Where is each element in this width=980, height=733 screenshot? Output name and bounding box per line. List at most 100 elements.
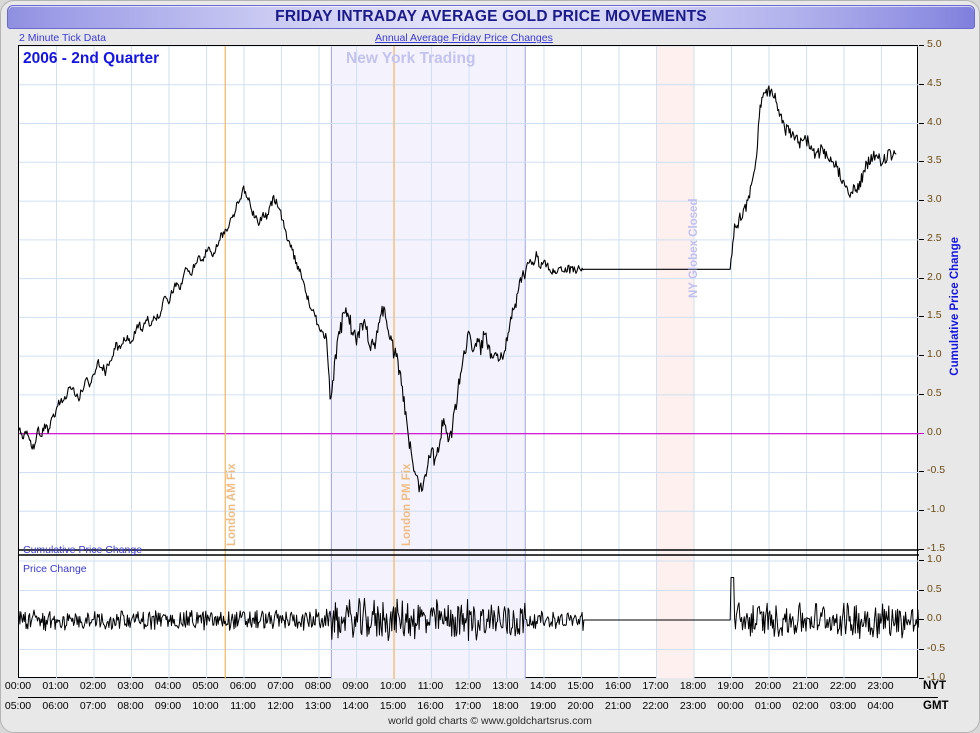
chart-svg (19, 46, 919, 679)
y-lower-0p0-tick (919, 619, 924, 620)
y-lower-neg1p0-tick (919, 678, 924, 679)
x-tick-gmt-20: 01:00 (754, 700, 782, 712)
x-tick-gmt-2: 07:00 (79, 700, 107, 712)
x-tick-nyt-7: 07:00 (267, 680, 294, 692)
x-tick-gmt-3: 08:00 (117, 700, 144, 712)
y-main-4p5-label: 4.5 (927, 76, 942, 89)
quarter-label: 2006 - 2nd Quarter (23, 50, 160, 67)
y-main-neg1p0-tick (919, 510, 924, 512)
x-tick-nyt-6: 06:00 (229, 680, 257, 692)
y-main-0p0-tick (919, 432, 924, 434)
y-lower-1p0-label: 1.0 (927, 553, 942, 565)
y-lower-neg0p5-tick (919, 648, 924, 650)
x-tick-gmt-23: 04:00 (867, 700, 894, 712)
y-main-neg1p0-label: -1.0 (927, 503, 946, 516)
y-main-neg0p5-label: -0.5 (927, 464, 946, 477)
x-tick-nyt-5: 05:00 (192, 680, 219, 692)
y-main-2p5-tick (919, 238, 924, 240)
y-main-4p0-label: 4.0 (927, 115, 942, 128)
x-tick-nyt-12: 12:00 (454, 680, 482, 692)
ny-globex-closed-label: NY Globex Closed (688, 198, 700, 298)
x-tick-gmt-5: 10:00 (192, 700, 219, 712)
y-lower-neg1p0-label: -1.0 (927, 671, 946, 683)
y-main-3p5-tick (919, 161, 924, 163)
y-lower-0p0-label: 0.0 (927, 612, 942, 624)
x-tick-nyt-1: 01:00 (42, 680, 69, 692)
x-tick-gmt-17: 22:00 (642, 700, 669, 712)
y-lower-1p0-tick (919, 560, 924, 561)
tick-data-caption: 2 Minute Tick Data (19, 32, 106, 44)
x-tick-gmt-21: 02:00 (792, 700, 819, 712)
x-tick-nyt-13: 13:00 (492, 680, 519, 692)
x-tick-gmt-0: 05:00 (4, 700, 32, 712)
x-tick-nyt-3: 03:00 (117, 680, 144, 692)
y-lower-neg0p5-label: -0.5 (927, 641, 946, 654)
y-main-1p5-tick (919, 316, 924, 318)
london-pm-fix-label: London PM Fix (401, 463, 413, 546)
x-tick-nyt-11: 11:00 (417, 680, 444, 692)
price-change-caption: Price Change (23, 563, 87, 575)
x-tick-nyt-21: 21:00 (792, 680, 819, 692)
x-tick-nyt-20: 20:00 (754, 680, 782, 692)
x-tick-gmt-22: 03:00 (829, 700, 857, 712)
x-tick-nyt-2: 02:00 (79, 680, 107, 692)
y-main-neg1p5-label: -1.5 (927, 542, 946, 554)
x-tick-gmt-15: 20:00 (567, 700, 594, 712)
page-title: FRIDAY INTRADAY AVERAGE GOLD PRICE MOVEM… (275, 8, 707, 25)
y-main-1p0-tick (919, 355, 924, 357)
y-lower-0p5-tick (919, 589, 924, 591)
chart-subtitle: Annual Average Friday Price Changes (375, 32, 553, 44)
y-main-0p5-label: 0.5 (927, 386, 942, 399)
x-tick-nyt-18: 18:00 (679, 680, 707, 692)
y-main-3p0-label: 3.0 (927, 193, 942, 206)
window-title-bar: FRIDAY INTRADAY AVERAGE GOLD PRICE MOVEM… (7, 5, 975, 29)
x-tick-gmt-11: 16:00 (417, 700, 444, 712)
london-am-fix-label: London AM Fix (226, 463, 238, 546)
x-tick-gmt-10: 15:00 (379, 700, 407, 712)
y-main-neg1p5-tick (919, 549, 924, 550)
y-main-4p5-tick (919, 83, 924, 85)
y-main-3p5-label: 3.5 (927, 154, 942, 167)
x-tick-gmt-12: 17:00 (454, 700, 482, 712)
x-axis-divider (18, 697, 938, 698)
y-main-5p0-tick (919, 45, 924, 46)
x-tick-gmt-4: 09:00 (154, 700, 182, 712)
x-tick-nyt-19: 19:00 (717, 680, 744, 692)
timezone-label-gmt: GMT (923, 700, 949, 712)
x-tick-nyt-22: 22:00 (829, 680, 857, 692)
x-tick-nyt-23: 23:00 (867, 680, 894, 692)
x-tick-gmt-13: 18:00 (492, 700, 519, 712)
chart-plot-area (18, 45, 919, 679)
new-york-trading-label: New York Trading (346, 50, 476, 67)
y-axis-title: Cumulative Price Change (949, 237, 961, 376)
x-tick-nyt-9: 09:00 (342, 680, 369, 692)
x-tick-nyt-8: 08:00 (304, 680, 332, 692)
x-tick-gmt-18: 23:00 (679, 700, 707, 712)
y-main-4p0-tick (919, 122, 924, 124)
x-tick-gmt-1: 06:00 (42, 700, 69, 712)
x-tick-gmt-8: 13:00 (304, 700, 332, 712)
x-tick-nyt-16: 16:00 (604, 680, 632, 692)
y-main-neg0p5-tick (919, 471, 924, 473)
y-main-3p0-tick (919, 200, 924, 202)
x-axis-nyt-row: 00:00 01:00 02:00 03:00 04:00 05:00 06:00 07:00… (5, 680, 918, 697)
x-tick-nyt-10: 10:00 (379, 680, 407, 692)
x-axis-gmt-row: 05:00 06:00 07:00 08:00 09:00 10:00 11:00 12:00… (5, 700, 918, 717)
y-main-0p0-label: 0.0 (927, 425, 942, 438)
y-lower-0p5-label: 0.5 (927, 582, 942, 595)
x-tick-nyt-0: 00:00 (4, 680, 32, 692)
cumulative-price-change-caption: Cumulative Price Change (23, 544, 143, 556)
x-tick-nyt-14: 14:00 (529, 680, 557, 692)
y-main-2p0-tick (919, 277, 924, 279)
y-main-2p5-label: 2.5 (927, 231, 942, 244)
timezone-label-nyt: NYT (923, 680, 946, 692)
x-tick-nyt-4: 04:00 (154, 680, 182, 692)
footer-credit: world gold charts © www.goldchartsrus.co… (388, 715, 592, 727)
x-tick-gmt-16: 21:00 (604, 700, 632, 712)
x-tick-nyt-15: 15:00 (567, 680, 594, 692)
y-main-2p0-label: 2.0 (927, 270, 942, 283)
x-tick-gmt-6: 11:00 (230, 700, 256, 712)
x-tick-gmt-7: 12:00 (267, 700, 294, 712)
x-tick-gmt-19: 00:00 (717, 700, 744, 712)
